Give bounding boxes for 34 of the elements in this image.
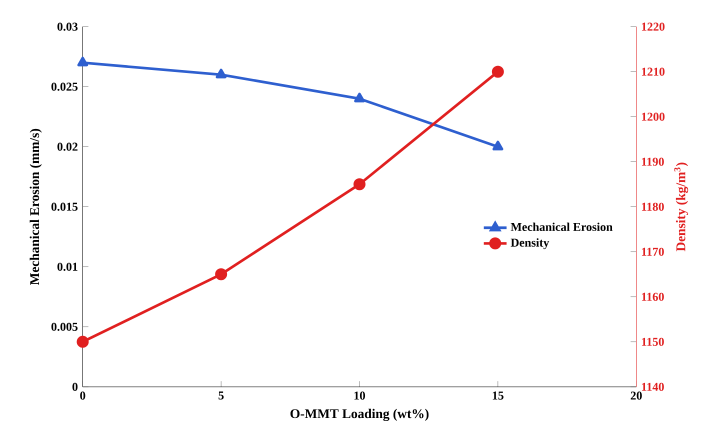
y-tick-label: 0.005 (51, 322, 78, 331)
y2-axis-title: Density (kg/m$^{3}$) (674, 162, 688, 252)
x-tick-label: 5 (218, 392, 224, 400)
y2-tick-label: 1210 (642, 68, 665, 76)
point (354, 92, 365, 102)
y2-tick-label: 1160 (642, 292, 664, 301)
y-axis-title: Mechanical Erosion (mm/s) (30, 128, 42, 286)
y-tick-label: 0.01 (57, 262, 78, 271)
x-tick-label: 20 (630, 392, 642, 400)
legend-label: Density (510, 238, 550, 250)
point (492, 140, 504, 150)
point (353, 178, 366, 190)
x-tick-label: 0 (80, 392, 86, 400)
x-axis-title: O-MMT Loading (wt%) (290, 408, 429, 422)
y2-tick-label: 1180 (642, 202, 664, 211)
y-tick-label: 0.025 (51, 82, 78, 91)
point (77, 56, 88, 66)
point (216, 68, 226, 78)
y2-tick-label: 1190 (642, 158, 664, 166)
y2-tick-label: 1220 (642, 22, 665, 31)
x-tick-label: 10 (354, 392, 366, 400)
y2-tick-label: 1140 (642, 382, 664, 391)
y-tick-label: 0.02 (57, 142, 78, 151)
y2-tick-label: 1200 (642, 112, 665, 121)
point (76, 336, 89, 348)
point (492, 66, 504, 78)
x-tick-label: 15 (492, 392, 504, 400)
y-tick-label: 0 (72, 382, 78, 391)
y2-tick-label: 1170 (642, 248, 664, 256)
y2-tick-label: 1150 (642, 338, 664, 346)
legend-label: Mechanical Erosion (510, 222, 613, 232)
point (215, 268, 228, 280)
y-tick-label: 0.015 (51, 202, 78, 211)
y-tick-label: 0.03 (57, 22, 78, 31)
